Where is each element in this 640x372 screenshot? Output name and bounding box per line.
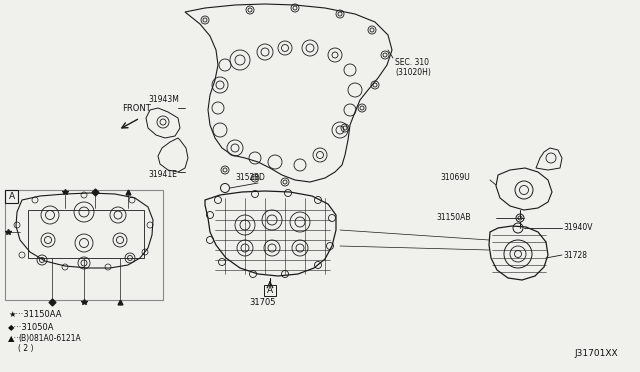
Text: 31940V: 31940V	[563, 224, 593, 232]
Bar	[5, 190, 18, 203]
Text: A: A	[267, 286, 273, 295]
Bar	[5, 190, 163, 300]
Text: J31701XX: J31701XX	[574, 349, 618, 358]
Bar	[264, 285, 276, 296]
Text: 31528D: 31528D	[235, 173, 265, 182]
Text: 31150AB: 31150AB	[436, 214, 470, 222]
Text: 31069U: 31069U	[440, 173, 470, 183]
Text: FRONT: FRONT	[122, 104, 151, 113]
Text: ▲···: ▲···	[8, 334, 22, 343]
Text: 31943M: 31943M	[148, 95, 179, 104]
Text: (B)081A0-6121A: (B)081A0-6121A	[18, 334, 81, 343]
Text: SEC. 310
(31020H): SEC. 310 (31020H)	[395, 58, 431, 77]
Bar	[28, 210, 144, 258]
Text: ( 2 ): ( 2 )	[18, 344, 33, 353]
Text: ★···31150AA: ★···31150AA	[8, 310, 61, 319]
Text: 31705: 31705	[250, 298, 276, 307]
Text: ◆···31050A: ◆···31050A	[8, 322, 54, 331]
Text: A: A	[8, 192, 15, 201]
Text: 31941E: 31941E	[148, 170, 177, 179]
Text: 31728: 31728	[563, 250, 587, 260]
